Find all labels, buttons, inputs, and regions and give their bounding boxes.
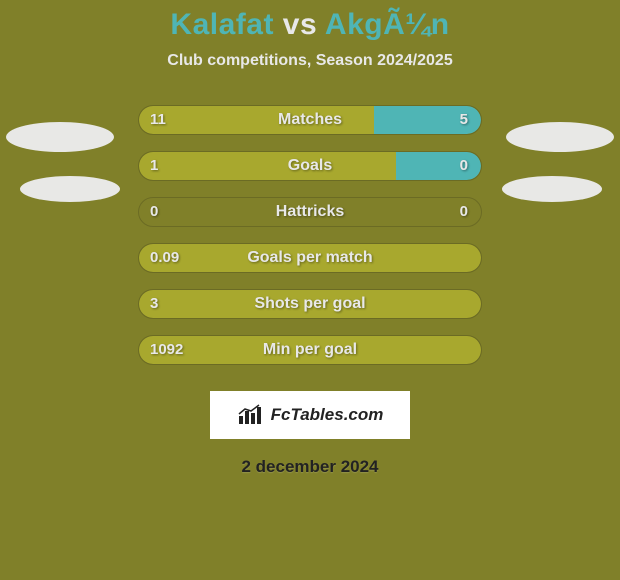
date-text: 2 december 2024 bbox=[0, 457, 620, 477]
stat-label: Goals bbox=[288, 151, 332, 181]
stat-value-right: 0 bbox=[460, 151, 468, 181]
stat-row: 11 5 Matches bbox=[0, 105, 620, 151]
stat-label: Hattricks bbox=[276, 197, 344, 227]
stat-row: 3 Shots per goal bbox=[0, 289, 620, 335]
stat-row: 0 0 Hattricks bbox=[0, 197, 620, 243]
stat-value-right: 5 bbox=[460, 105, 468, 135]
subtitle: Club competitions, Season 2024/2025 bbox=[0, 52, 620, 70]
stat-value-left: 3 bbox=[150, 289, 158, 319]
vs-text: vs bbox=[283, 8, 317, 41]
stat-label: Shots per goal bbox=[254, 289, 365, 319]
stat-label: Min per goal bbox=[263, 335, 357, 365]
brand-badge: FcTables.com bbox=[210, 391, 410, 439]
stat-row: 0.09 Goals per match bbox=[0, 243, 620, 289]
stat-value-left: 0 bbox=[150, 197, 158, 227]
stat-value-left: 11 bbox=[150, 105, 166, 135]
stat-row: 1092 Min per goal bbox=[0, 335, 620, 381]
stat-value-left: 1 bbox=[150, 151, 158, 181]
chart-container: Kalafat vs AkgÃ¼n Club competitions, Sea… bbox=[0, 0, 620, 580]
stat-row: 1 0 Goals bbox=[0, 151, 620, 197]
bar-right-fill bbox=[396, 152, 482, 180]
stat-value-left: 0.09 bbox=[150, 243, 179, 273]
stats-section: 11 5 Matches 1 0 Goals 0 0 Hattricks 0.09 Goals pe… bbox=[0, 105, 620, 381]
player-left-name: Kalafat bbox=[170, 8, 274, 41]
stat-label: Goals per match bbox=[247, 243, 372, 273]
page-title: Kalafat vs AkgÃ¼n bbox=[0, 8, 620, 42]
stat-label: Matches bbox=[278, 105, 342, 135]
player-right-name: AkgÃ¼n bbox=[325, 8, 450, 41]
stat-value-right: 0 bbox=[460, 197, 468, 227]
brand-text: FcTables.com bbox=[271, 405, 384, 425]
bar-left-fill bbox=[139, 152, 396, 180]
chart-icon bbox=[237, 404, 267, 426]
stat-value-left: 1092 bbox=[150, 335, 183, 365]
